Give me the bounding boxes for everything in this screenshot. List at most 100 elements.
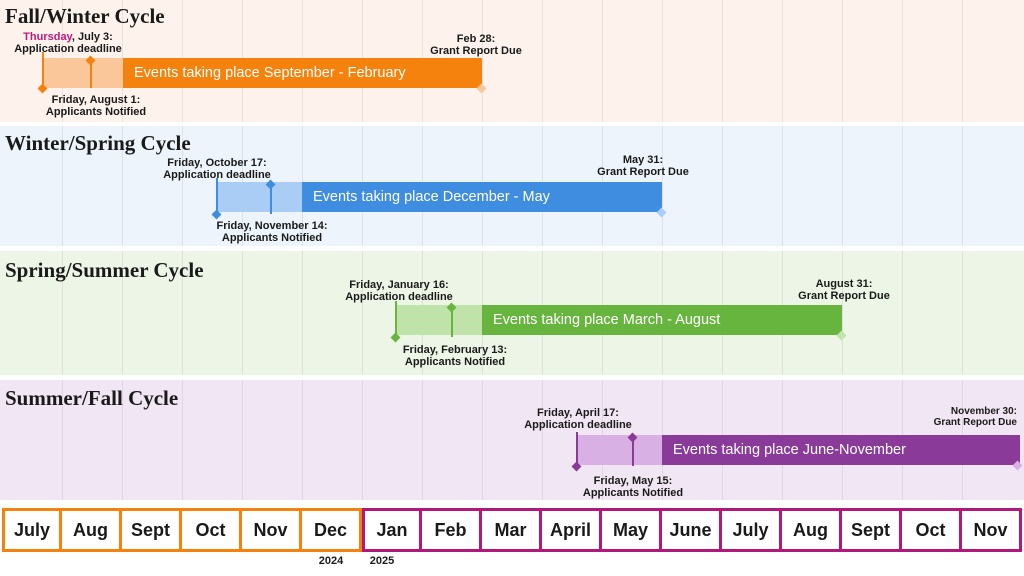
cycle-title-summer-fall: Summer/Fall Cycle xyxy=(5,386,179,410)
gridline xyxy=(662,126,663,246)
report-date: Feb 28: xyxy=(456,33,496,45)
deadline-caption: Application deadline xyxy=(345,291,453,303)
events-period-label: Events taking place June-November xyxy=(673,442,906,458)
notified-note: Friday, February 13: Applicants Notified xyxy=(403,344,507,368)
deadline-day: Thursday xyxy=(23,31,72,43)
deadline-period-bar xyxy=(396,305,482,335)
notified-note: Friday, November 14: Applicants Notified xyxy=(216,220,327,244)
cycle-title-spring-summer: Spring/Summer Cycle xyxy=(5,258,204,282)
deadline-note: Friday, April 17: Application deadline xyxy=(524,407,632,431)
notified-caption: Applicants Notified xyxy=(404,356,506,368)
notified-note: Friday, August 1: Applicants Notified xyxy=(46,94,146,118)
month-cell-9: April xyxy=(542,508,602,552)
deadline-marker xyxy=(395,301,397,337)
deadline-caption: Application deadline xyxy=(524,419,632,431)
report-note: November 30: Grant Report Due xyxy=(934,406,1017,428)
deadline-caption: Application deadline xyxy=(14,43,122,55)
deadline-date: , July 3: xyxy=(71,31,113,43)
report-date: May 31: xyxy=(622,154,664,166)
month-cell-10: May xyxy=(602,508,662,552)
month-cell-12: July xyxy=(722,508,782,552)
deadline-marker xyxy=(216,178,218,214)
cycle-title-fall-winter: Fall/Winter Cycle xyxy=(5,4,165,28)
winter-spring-band: Winter/Spring Cycle Events taking place … xyxy=(0,126,1024,246)
events-period-bar: Events taking place March - August xyxy=(482,305,842,335)
gridline xyxy=(962,0,963,122)
gridline xyxy=(182,126,183,246)
gridline xyxy=(422,380,423,500)
gridline xyxy=(62,380,63,500)
gridline xyxy=(722,0,723,122)
gridline xyxy=(962,251,963,375)
notified-marker xyxy=(632,437,634,466)
notified-caption: Applicants Notified xyxy=(221,232,323,244)
gridline xyxy=(542,380,543,500)
month-cell-8: Mar xyxy=(482,508,542,552)
month-cell-15: Oct xyxy=(902,508,962,552)
deadline-caption: Application deadline xyxy=(163,169,271,181)
month-cell-5: Dec xyxy=(302,508,362,552)
gridline xyxy=(962,126,963,246)
month-cell-14: Sept xyxy=(842,508,902,552)
month-cell-13: Aug xyxy=(782,508,842,552)
gridline xyxy=(122,380,123,500)
report-caption: Grant Report Due xyxy=(933,417,1017,428)
summer-fall-band: Summer/Fall Cycle Events taking place Ju… xyxy=(0,380,1024,500)
report-caption: Grant Report Due xyxy=(798,290,890,302)
notified-date: Friday, February 13: xyxy=(402,344,508,356)
report-marker-diamond xyxy=(656,207,667,218)
month-cell-2: Sept xyxy=(122,508,182,552)
gridline xyxy=(62,251,63,375)
notified-marker xyxy=(451,307,453,337)
report-caption: Grant Report Due xyxy=(430,45,522,57)
year-label-2025: 2025 xyxy=(369,555,395,567)
gridline xyxy=(842,126,843,246)
month-cell-0: July xyxy=(2,508,62,552)
deadline-marker xyxy=(576,432,578,466)
month-cell-3: Oct xyxy=(182,508,242,552)
report-note: Feb 28: Grant Report Due xyxy=(430,33,522,57)
report-note: May 31: Grant Report Due xyxy=(597,154,689,178)
notified-marker xyxy=(270,184,272,214)
events-period-bar: Events taking place June-November xyxy=(662,435,1020,465)
report-note: August 31: Grant Report Due xyxy=(798,278,890,302)
gridline xyxy=(542,0,543,122)
deadline-period-bar xyxy=(577,435,662,465)
report-date: August 31: xyxy=(815,278,873,290)
report-marker-diamond xyxy=(1012,460,1023,471)
report-marker-diamond xyxy=(836,330,847,341)
deadline-period-bar xyxy=(217,182,302,212)
year-label-2024: 2024 xyxy=(318,555,344,567)
events-period-bar: Events taking place September - February xyxy=(123,58,482,88)
gridline xyxy=(122,251,123,375)
notified-note: Friday, May 15: Applicants Notified xyxy=(583,475,683,499)
gridline xyxy=(182,251,183,375)
events-period-label: Events taking place September - February xyxy=(134,65,406,81)
notified-caption: Applicants Notified xyxy=(582,487,684,499)
events-period-label: Events taking place March - August xyxy=(493,312,721,328)
report-marker-diamond xyxy=(476,83,487,94)
gridline xyxy=(182,380,183,500)
gridline xyxy=(782,126,783,246)
notified-date: Friday, May 15: xyxy=(593,475,673,487)
fall-winter-band: Fall/Winter Cycle Events taking place Se… xyxy=(0,0,1024,122)
events-period-bar: Events taking place December - May xyxy=(302,182,662,212)
deadline-date: Friday, April 17: xyxy=(537,407,619,419)
month-cell-16: Nov xyxy=(962,508,1022,552)
deadline-period-bar xyxy=(43,58,123,88)
gridline xyxy=(242,380,243,500)
deadline-date: Friday, October 17: xyxy=(167,157,267,169)
gridline xyxy=(242,251,243,375)
gridline xyxy=(662,0,663,122)
events-period-label: Events taking place December - May xyxy=(313,189,550,205)
notified-marker xyxy=(90,60,92,88)
gridline xyxy=(482,380,483,500)
notified-caption: Applicants Notified xyxy=(45,106,147,118)
month-cell-11: June xyxy=(662,508,722,552)
gridline xyxy=(122,126,123,246)
month-cell-7: Feb xyxy=(422,508,482,552)
deadline-marker xyxy=(42,52,44,88)
gridline xyxy=(782,0,783,122)
gridline xyxy=(602,0,603,122)
gridline xyxy=(842,0,843,122)
